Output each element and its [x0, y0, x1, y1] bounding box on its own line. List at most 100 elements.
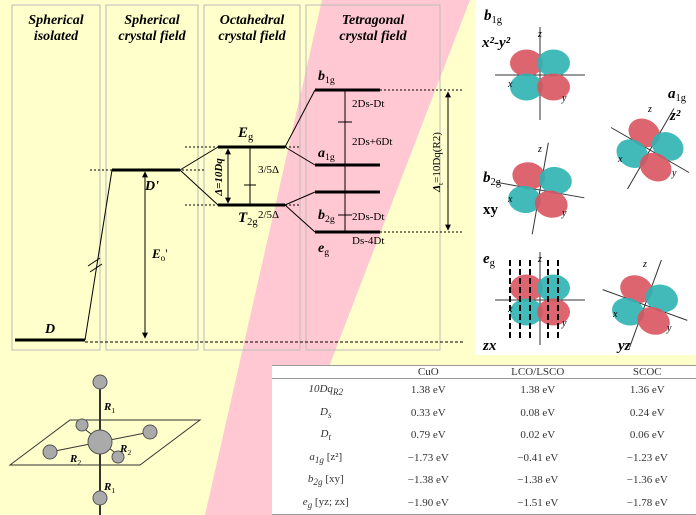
- cell: 0.79 eV: [380, 424, 477, 446]
- label: y: [666, 323, 672, 334]
- break: [88, 258, 100, 266]
- atom: [93, 491, 107, 505]
- label: crystal field: [339, 29, 407, 44]
- label: y: [671, 168, 677, 179]
- label-sub: 2g: [325, 214, 335, 225]
- row-label-sub: g: [308, 500, 313, 510]
- atom: [76, 419, 88, 431]
- label: 2/5Δ: [258, 209, 279, 221]
- connector: [85, 170, 112, 340]
- label-main: R: [119, 443, 127, 455]
- table-row: eg [yz; zx]−1.90 eV−1.51 eV−1.78 eV: [272, 491, 696, 514]
- row-label-main: D: [320, 406, 328, 418]
- label: z: [537, 29, 542, 40]
- col-header: LCO/LSCO: [477, 366, 599, 379]
- atom: [43, 445, 57, 459]
- row-label: eg [yz; zx]: [272, 491, 380, 514]
- label-main: E: [151, 246, 161, 261]
- label-sub: 1g: [676, 93, 687, 104]
- column-box: [106, 5, 198, 350]
- label: crystal field: [218, 29, 286, 44]
- label-main: E: [237, 125, 248, 141]
- label: x: [507, 79, 513, 90]
- cell: −1.38 eV: [477, 469, 599, 491]
- label-main: Δ: [431, 185, 443, 193]
- row-label-main: 10Dq: [308, 383, 332, 395]
- label: z: [537, 254, 542, 265]
- label-sub: 1g: [325, 152, 335, 163]
- row-label: Dt: [272, 424, 380, 446]
- label: x²-y²: [481, 35, 511, 51]
- label: Δ=10Dq: [213, 158, 225, 197]
- label: isolated: [34, 29, 79, 44]
- label: R1: [103, 401, 115, 415]
- cell: 0.06 eV: [599, 424, 696, 446]
- column-box: [12, 5, 100, 350]
- label: xy: [483, 202, 499, 218]
- label: y: [561, 93, 567, 104]
- label-sub: g: [490, 258, 496, 269]
- label: yz: [616, 338, 631, 354]
- label-sub: 2: [127, 448, 131, 457]
- cell: −0.41 eV: [477, 446, 599, 468]
- cell: 1.36 eV: [599, 379, 696, 402]
- lobe: [537, 50, 570, 77]
- atom: [143, 425, 157, 439]
- label: z: [537, 144, 542, 155]
- label-sub: g: [324, 247, 329, 258]
- row-label: Ds: [272, 402, 380, 424]
- label: R2: [69, 453, 81, 467]
- cell: 0.02 eV: [477, 424, 599, 446]
- label: Eg: [237, 125, 254, 143]
- cell: −1.78 eV: [599, 491, 696, 514]
- row-label-note: [xy]: [325, 473, 343, 485]
- label-main: b: [318, 69, 325, 84]
- label: R2: [119, 443, 131, 457]
- label: Ds-4Dt: [352, 235, 384, 247]
- cell: 0.08 eV: [477, 402, 599, 424]
- label: 2Ds+6Dt: [352, 136, 392, 148]
- cell: 0.33 eV: [380, 402, 477, 424]
- label-sub: 2g: [491, 177, 502, 188]
- row-label-sub: t: [328, 432, 331, 442]
- label: Eo': [151, 246, 168, 263]
- cell: −1.51 eV: [477, 491, 599, 514]
- label: y: [561, 318, 567, 329]
- cell: 0.24 eV: [599, 402, 696, 424]
- label: T2g: [238, 210, 258, 228]
- cell: 1.38 eV: [380, 379, 477, 402]
- table-row: Ds0.33 eV0.08 eV0.24 eV: [272, 402, 696, 424]
- label: z: [647, 104, 652, 115]
- label-sub: 1: [111, 406, 115, 415]
- label: z²: [669, 108, 681, 124]
- label: Δt=10Dq(R2): [431, 132, 445, 193]
- cell: −1.90 eV: [380, 491, 477, 514]
- label: x: [612, 309, 618, 320]
- lobe: [537, 275, 570, 302]
- label: 2Ds-Dt: [352, 98, 384, 110]
- row-label-note: [z²]: [327, 451, 343, 463]
- label: Spherical: [124, 13, 179, 28]
- cell: −1.36 eV: [599, 469, 696, 491]
- table-row: b2g [xy]−1.38 eV−1.38 eV−1.36 eV: [272, 469, 696, 491]
- col-header: SCOC: [599, 366, 696, 379]
- label-main: b: [318, 208, 325, 223]
- label: y: [561, 208, 567, 219]
- label: z: [642, 259, 647, 270]
- col-header: CuO: [380, 366, 477, 379]
- cell: −1.73 eV: [380, 446, 477, 468]
- label: R1: [103, 481, 115, 495]
- label: 3/5Δ: [258, 164, 279, 176]
- label-sub: 2g: [247, 217, 258, 228]
- row-label: 10DqR2: [272, 379, 380, 402]
- label-suffix: ': [165, 246, 167, 261]
- cell: −1.38 eV: [380, 469, 477, 491]
- cell: −1.23 eV: [599, 446, 696, 468]
- label: D: [44, 322, 55, 337]
- label-sub: 1: [111, 486, 115, 495]
- atom: [88, 430, 112, 454]
- row-label-note: [yz; zx]: [315, 496, 349, 508]
- label: x: [617, 154, 623, 165]
